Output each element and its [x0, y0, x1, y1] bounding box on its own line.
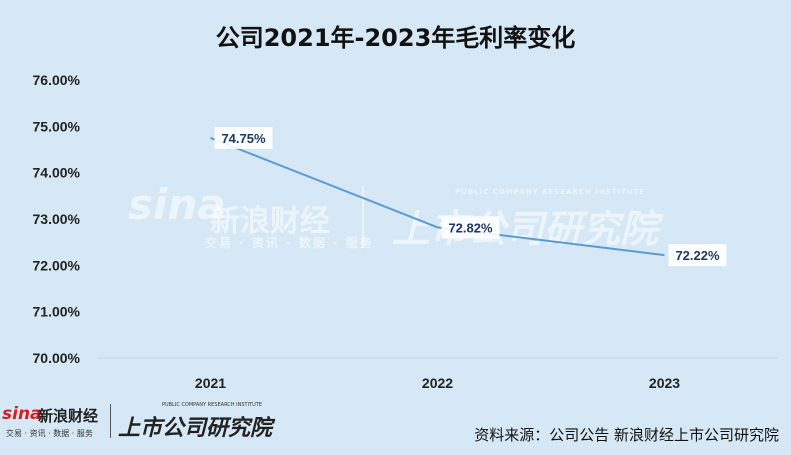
- footer-services: 交易 · 资讯 · 数据 · 服务: [6, 429, 93, 438]
- x-axis-ticks: 2021 2022 2023: [195, 375, 680, 391]
- chart-title: 公司2021年-2023年毛利率变化: [215, 24, 576, 52]
- source-note: 资料来源：公司公告 新浪财经上市公司研究院: [474, 426, 779, 444]
- data-labels: 74.75% 72.82% 72.22%: [214, 126, 727, 267]
- x-tick-label: 2022: [422, 375, 453, 391]
- data-label-box: [668, 244, 727, 267]
- footer-sina-logo: sina: [2, 404, 42, 424]
- y-tick-label: 73.00%: [33, 211, 81, 227]
- footer-cn-name: 新浪财经: [38, 407, 99, 425]
- y-tick-label: 76.00%: [33, 72, 81, 88]
- footer-institute: 上市公司研究院: [118, 416, 273, 441]
- y-tick-label: 72.00%: [33, 257, 81, 273]
- y-axis-ticks: 70.00% 71.00% 72.00% 73.00% 74.00% 75.00% 76.0…: [33, 72, 81, 366]
- footer-institute-en: PUBLIC COMPANY RESEARCH INSTITUTE: [162, 402, 262, 408]
- data-label-box: [441, 216, 500, 239]
- y-tick-label: 75.00%: [33, 118, 81, 134]
- line-chart: 70.00% 71.00% 72.00% 73.00% 74.00% 75.00% 76.0…: [33, 72, 778, 391]
- x-tick-label: 2023: [649, 375, 680, 391]
- x-tick-label: 2021: [195, 375, 226, 391]
- y-tick-label: 70.00%: [33, 350, 81, 366]
- y-tick-label: 71.00%: [33, 304, 81, 320]
- data-label: 74.75%: [221, 131, 266, 146]
- footer-divider: [110, 404, 111, 438]
- data-label-box: [214, 126, 273, 149]
- series-line: [210, 136, 665, 257]
- data-label: 72.22%: [675, 248, 720, 263]
- data-label: 72.82%: [448, 220, 493, 235]
- y-tick-label: 74.00%: [33, 165, 81, 181]
